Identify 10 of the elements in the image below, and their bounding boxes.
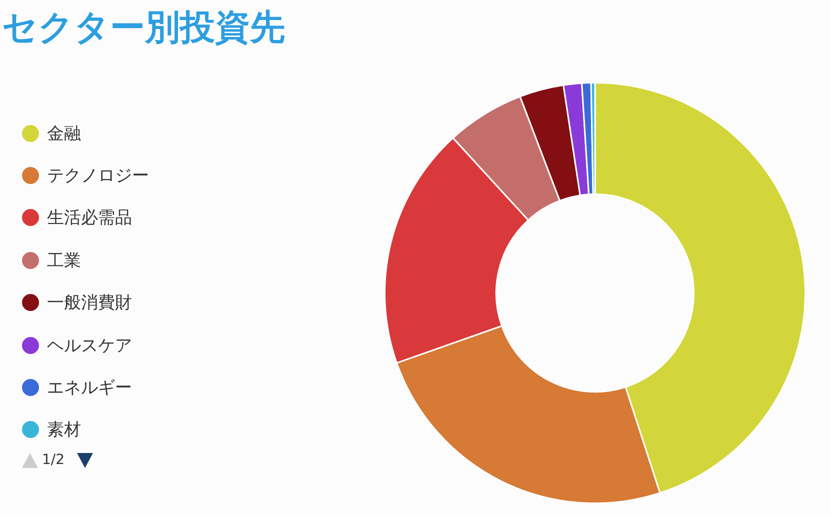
legend-label: 一般消費財 (47, 292, 132, 314)
legend-label: 工業 (47, 250, 81, 272)
legend-label: 素材 (47, 419, 81, 442)
legend-label: エネルギー (47, 377, 132, 400)
legend-label: 金融 (47, 122, 81, 145)
legend-label: ヘルスケア (47, 334, 132, 357)
chart-title: セクター別投資先 (2, 7, 285, 50)
legend-label: 生活必需品 (47, 207, 132, 230)
text: 1/2 (42, 452, 65, 468)
legend-label: テクノロジー (47, 165, 149, 188)
